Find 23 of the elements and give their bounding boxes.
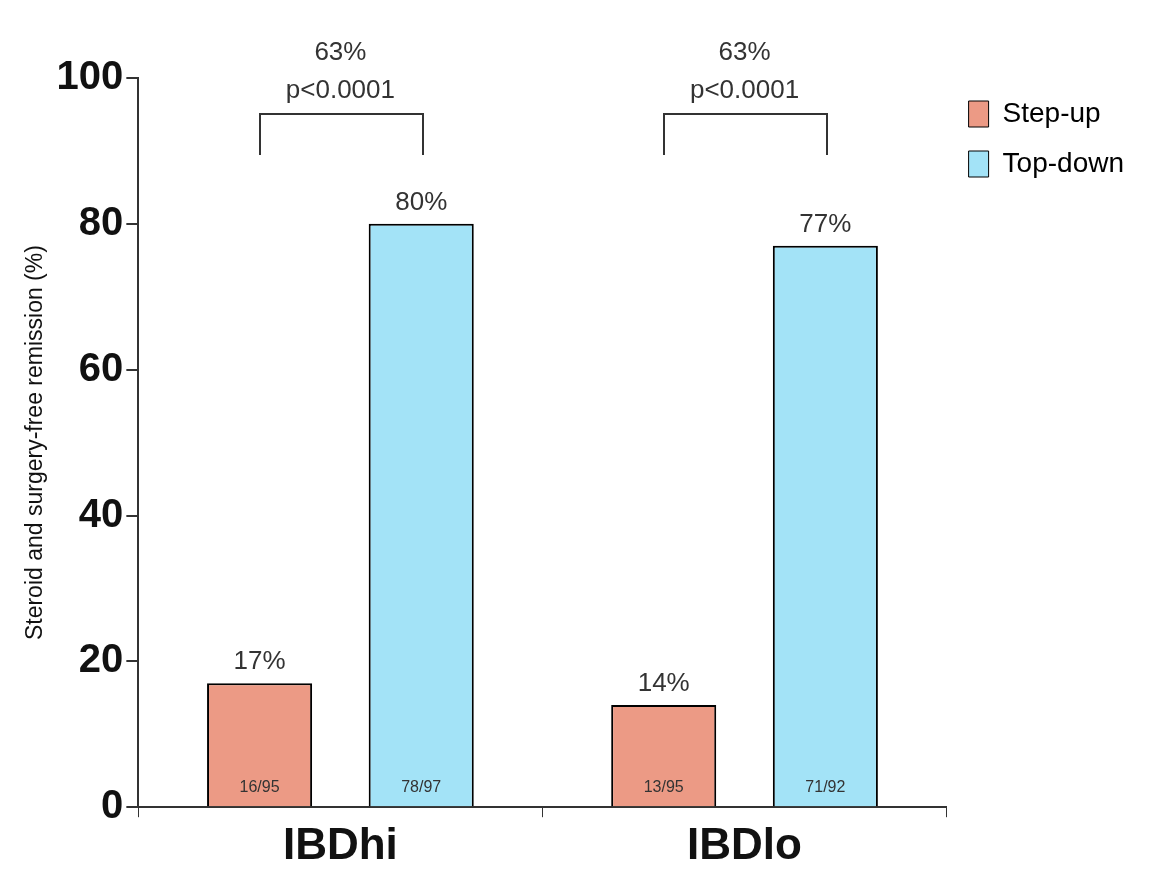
y-tick-label: 60 — [78, 344, 124, 389]
annotation: 16/95 — [239, 777, 280, 795]
annotation: 13/95 — [643, 777, 684, 795]
text: 63% — [718, 36, 771, 67]
annotation: p<0.0001 — [689, 74, 800, 105]
data-label: 14% — [637, 667, 690, 698]
y-tick-label: 20 — [78, 636, 124, 681]
y-axis-title: Steroid and surgery-free remission (%) — [21, 245, 48, 641]
y-tick-label: 80 — [78, 198, 124, 243]
legend-label: Step-up — [1002, 96, 1101, 128]
data-label: 17% — [233, 645, 286, 676]
y-tick-label: 40 — [78, 490, 124, 535]
annotation: p<0.0001 — [285, 74, 395, 105]
text: 63% — [314, 36, 367, 67]
y-tick-label: 0 — [101, 782, 124, 827]
x-tick-label: IBDhi — [282, 818, 398, 868]
legend-label: Top-down — [1002, 146, 1124, 178]
data-label: 77% — [799, 207, 852, 238]
y-tick-label: 100 — [56, 53, 124, 98]
annotation: 71/92 — [805, 777, 846, 795]
annotation: 78/97 — [401, 777, 442, 795]
data-label: 80% — [395, 186, 448, 217]
x-tick-label: IBDlo — [687, 818, 802, 868]
